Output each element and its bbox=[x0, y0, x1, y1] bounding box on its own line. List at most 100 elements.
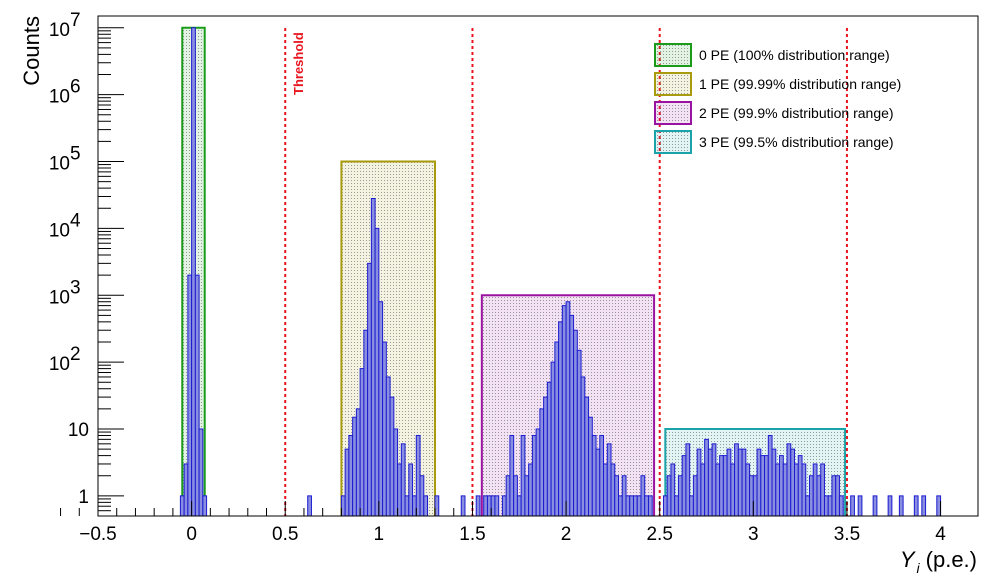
x-tick-label-4: 1.5 bbox=[459, 524, 485, 545]
x-tick-label-9: 4 bbox=[935, 524, 946, 545]
histogram-bar-47 bbox=[535, 428, 541, 517]
x-axis-unit: (p.e.) bbox=[926, 547, 977, 572]
histogram-bar-19 bbox=[382, 341, 387, 517]
histogram-bar-118 bbox=[812, 463, 818, 517]
histogram-bar-114 bbox=[797, 455, 803, 517]
histogram-bar-18 bbox=[378, 301, 384, 517]
x-tick-label-1: 0 bbox=[186, 524, 197, 545]
histogram-bar-14 bbox=[363, 329, 369, 517]
histogram-bar-107 bbox=[771, 448, 777, 517]
histogram-bar-53 bbox=[558, 321, 563, 517]
histogram-bar-23 bbox=[397, 463, 402, 517]
range-box-outline-2 bbox=[480, 294, 656, 516]
y-axis-title: Counts bbox=[19, 16, 44, 86]
histogram-bar-101 bbox=[749, 475, 754, 517]
legend-swatch-outline-1 bbox=[654, 72, 692, 96]
y-tick-label-7: 10 bbox=[49, 20, 70, 41]
histogram-bar-105 bbox=[764, 455, 769, 517]
histogram-bar-73 bbox=[632, 495, 638, 517]
y-tick-exponent-3: 3 bbox=[70, 277, 81, 298]
y-tick-label-1: 10 bbox=[68, 420, 89, 441]
histogram-bar-77 bbox=[647, 495, 653, 517]
histogram-bar-92 bbox=[715, 463, 721, 517]
histogram-bar-130 bbox=[898, 495, 904, 517]
histogram-bar-35 bbox=[486, 495, 492, 517]
histogram-bar-131 bbox=[913, 495, 919, 517]
y-tick-label-5: 10 bbox=[49, 154, 70, 175]
histogram-bar-89 bbox=[704, 438, 709, 517]
y-tick-label-6: 10 bbox=[49, 87, 70, 108]
histogram-bar-43 bbox=[520, 434, 526, 517]
histogram-bar-50 bbox=[546, 381, 552, 517]
histogram-bar-64 bbox=[599, 434, 605, 517]
histogram-bar-69 bbox=[618, 495, 623, 517]
histogram-bar-48 bbox=[539, 408, 545, 517]
histogram-bar-24 bbox=[400, 443, 406, 517]
y-tick-exponent-2: 2 bbox=[70, 344, 81, 365]
histogram-bar-71 bbox=[625, 495, 631, 517]
histogram-bar-26 bbox=[408, 463, 414, 517]
histogram-bar-98 bbox=[737, 448, 743, 517]
histogram-bar-34 bbox=[483, 495, 488, 517]
histogram-bar-84 bbox=[685, 443, 691, 517]
histogram-bar-5 bbox=[198, 428, 204, 517]
histogram-bar-113 bbox=[794, 463, 799, 517]
y-tick-exponent-5: 5 bbox=[70, 144, 81, 165]
histogram-bar-72 bbox=[629, 495, 634, 517]
histogram-bar-91 bbox=[711, 443, 717, 517]
legend-swatch-outline-0 bbox=[654, 43, 692, 67]
histogram-bar-119 bbox=[816, 475, 822, 517]
histogram-bar-102 bbox=[752, 475, 758, 517]
y-tick-label-2: 10 bbox=[49, 354, 70, 375]
histogram-bar-25 bbox=[404, 495, 410, 517]
histogram-bar-11 bbox=[352, 416, 357, 517]
histogram-bar-128 bbox=[872, 495, 878, 517]
legend-label-1: 1 PE (99.99% distribution range) bbox=[699, 76, 901, 92]
legend-label-2: 2 PE (99.9% distribution range) bbox=[699, 105, 894, 121]
histogram-bar-110 bbox=[782, 463, 788, 517]
histogram-bar-85 bbox=[689, 495, 694, 517]
histogram-bar-1 bbox=[183, 463, 189, 517]
histogram-bar-80 bbox=[670, 463, 676, 517]
histogram-bar-87 bbox=[696, 448, 702, 517]
histogram-bar-74 bbox=[636, 495, 642, 517]
histogram-bar-82 bbox=[677, 475, 683, 517]
histogram-bars bbox=[179, 27, 942, 517]
histogram-bar-127 bbox=[857, 495, 863, 517]
histogram-bar-41 bbox=[513, 475, 518, 517]
histogram-bar-97 bbox=[734, 443, 739, 517]
histogram-bar-39 bbox=[505, 475, 511, 517]
histogram-bar-4 bbox=[194, 274, 200, 517]
histogram-bar-123 bbox=[831, 475, 837, 517]
histogram-bar-121 bbox=[823, 495, 829, 517]
histogram-bar-78 bbox=[662, 495, 668, 517]
histogram-bar-9 bbox=[344, 448, 350, 517]
histogram-bar-61 bbox=[588, 416, 593, 517]
histogram-bar-115 bbox=[801, 463, 807, 517]
x-axis-subscript: i bbox=[917, 560, 921, 576]
histogram-bar-83 bbox=[681, 455, 687, 517]
histogram-bar-79 bbox=[666, 475, 672, 517]
histogram-bar-122 bbox=[827, 495, 833, 517]
histogram-bar-62 bbox=[591, 434, 597, 517]
histogram-bar-42 bbox=[516, 495, 522, 517]
histogram-bar-108 bbox=[775, 463, 781, 517]
histogram-bar-12 bbox=[355, 408, 361, 517]
histogram-bar-124 bbox=[835, 475, 840, 517]
histogram-bar-0 bbox=[179, 495, 185, 517]
histogram-bar-132 bbox=[921, 495, 927, 517]
x-tick-label-6: 2.5 bbox=[646, 524, 672, 545]
histogram-bar-10 bbox=[348, 434, 354, 517]
histogram-bar-93 bbox=[719, 455, 724, 517]
histogram-bar-45 bbox=[528, 463, 533, 517]
histogram-bar-100 bbox=[745, 463, 751, 517]
histogram-bar-33 bbox=[475, 495, 481, 517]
histogram-bar-86 bbox=[692, 475, 698, 517]
histogram-bar-106 bbox=[767, 434, 773, 517]
histogram-bar-103 bbox=[756, 448, 762, 517]
histogram-bar-3 bbox=[191, 27, 196, 517]
x-tick-label-0: −0.5 bbox=[79, 524, 117, 545]
histogram-bar-30 bbox=[423, 495, 429, 517]
